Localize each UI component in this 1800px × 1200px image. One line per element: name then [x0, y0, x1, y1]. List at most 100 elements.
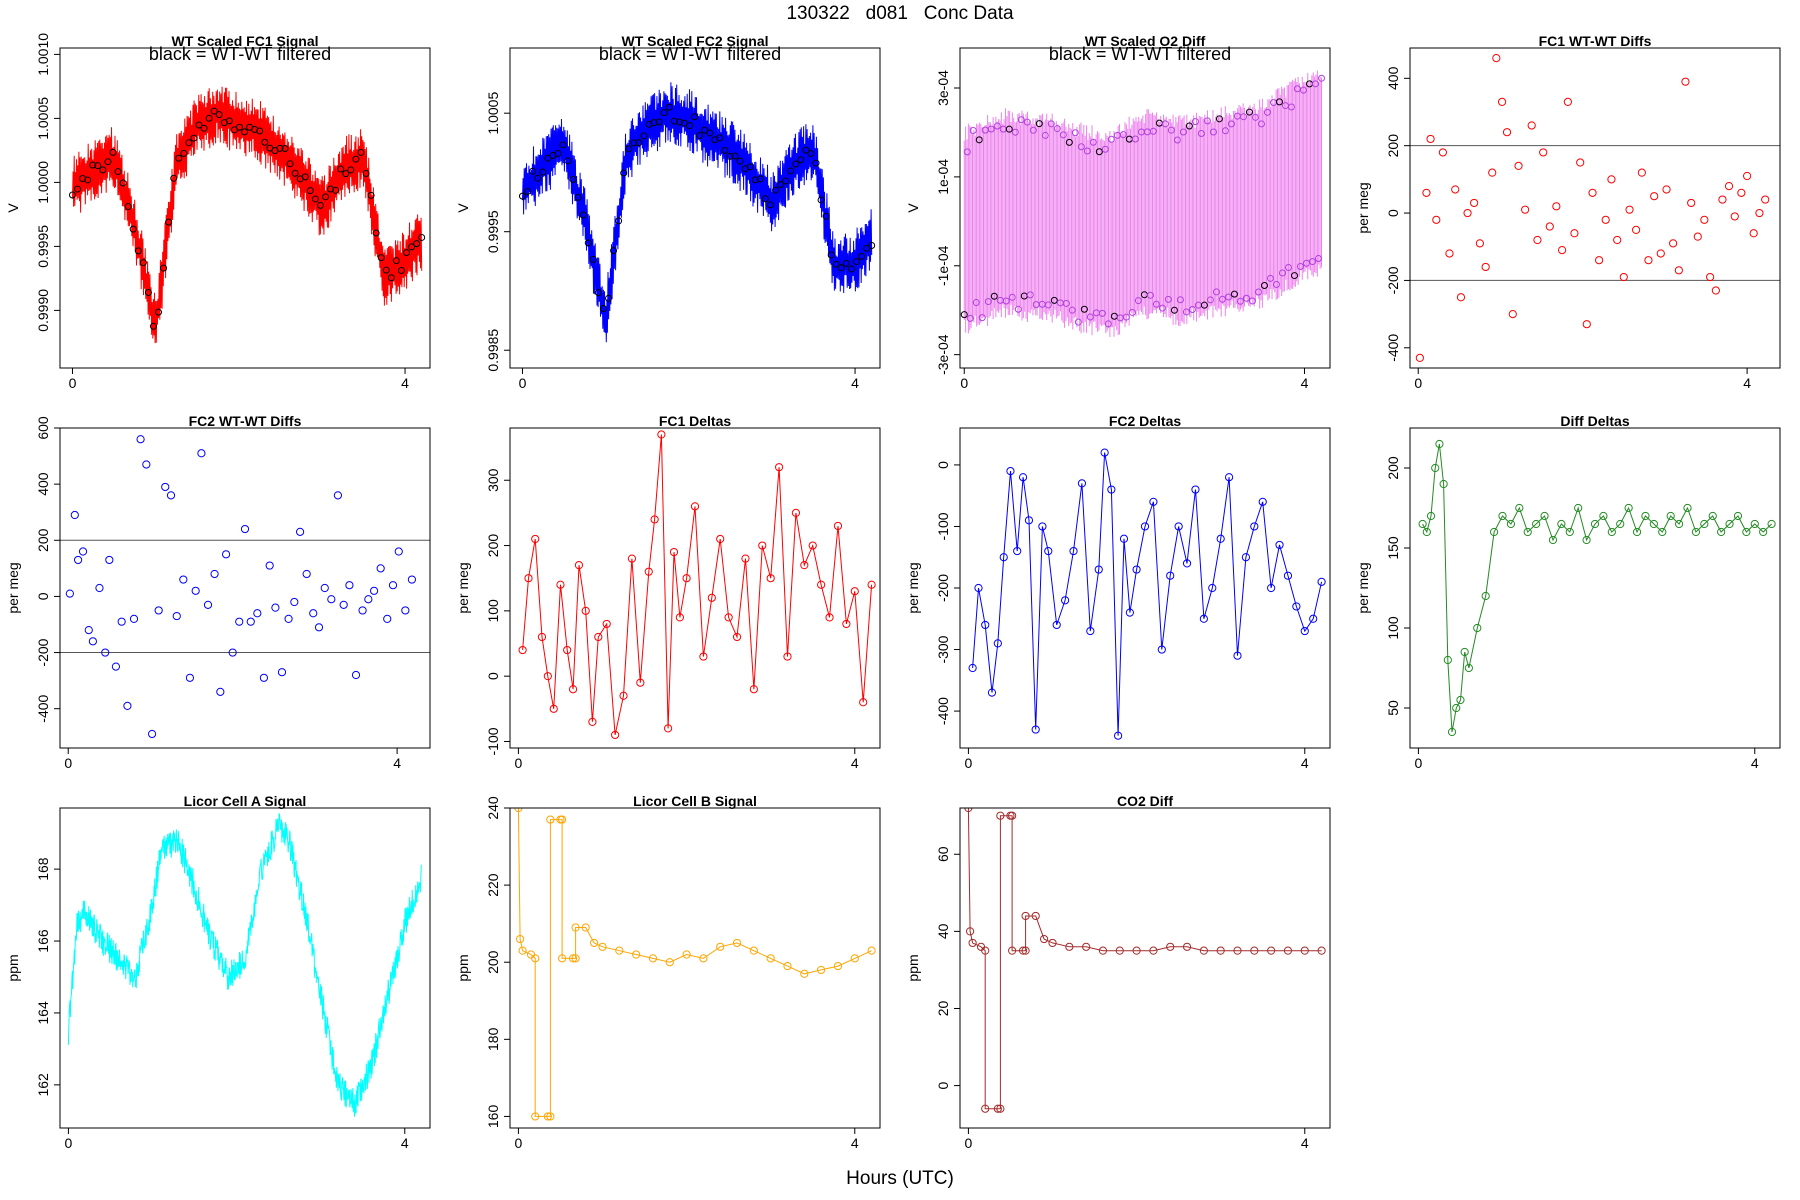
x-tick-label: 0 — [65, 1135, 73, 1151]
y-tick-label: 300 — [485, 468, 501, 492]
data-point — [1475, 239, 1484, 248]
data-point — [1649, 519, 1658, 529]
filtered-point — [691, 113, 699, 121]
chart-svg: Licor Cell A Signal ppm 0 4 162 164 166 168 — [5, 793, 431, 1151]
data-point — [1565, 527, 1574, 537]
chart-svg: FC1 Deltas per meg 0 4 -100 0 100 200 300 — [455, 413, 881, 771]
data-point — [842, 619, 851, 629]
filtered-point — [387, 274, 395, 282]
filtered-point — [413, 240, 421, 248]
data-point — [1185, 122, 1193, 130]
data-point — [1191, 485, 1200, 494]
chart-panel-p10: Licor Cell B Signal ppm 0 4 160 180 200 220 240 — [450, 760, 900, 1151]
data-point — [1755, 208, 1764, 218]
data-point — [1100, 448, 1109, 457]
data-point — [1086, 313, 1094, 321]
data-point — [1023, 118, 1031, 126]
data-point — [1683, 503, 1692, 513]
data-point — [1227, 120, 1235, 128]
data-point — [1570, 229, 1579, 238]
data-point — [394, 547, 403, 556]
data-point — [1029, 126, 1037, 134]
filtered-point — [842, 259, 850, 267]
x-tick-label: 4 — [1743, 375, 1751, 391]
y-tick-label: 1e-04 — [935, 159, 951, 195]
plot-frame — [59, 47, 431, 369]
data-point — [1122, 313, 1130, 321]
data-point — [524, 574, 533, 583]
y-tick-label: 50 — [1385, 700, 1401, 716]
y-tick-label: 1.0005 — [35, 97, 51, 140]
data-point — [1146, 291, 1154, 299]
data-point — [314, 623, 324, 632]
data-point — [1260, 281, 1268, 289]
y-axis-label: ppm — [5, 954, 21, 981]
y-tick-label: -400 — [1385, 334, 1401, 362]
filtered-point — [301, 173, 309, 181]
data-point — [1275, 540, 1284, 550]
data-point — [1540, 511, 1549, 521]
data-point — [1711, 286, 1720, 295]
data-point — [741, 554, 750, 563]
data-point — [644, 567, 653, 576]
y-axis-label: per meg — [5, 562, 21, 613]
data-point — [968, 938, 977, 948]
x-tick-label: 4 — [1301, 375, 1309, 391]
data-point — [1601, 215, 1610, 224]
data-point — [240, 524, 250, 534]
data-point — [766, 954, 775, 963]
data-point — [1094, 565, 1103, 574]
data-point — [1101, 145, 1109, 153]
data-point — [1426, 134, 1435, 144]
filtered-point — [109, 148, 117, 156]
filtered-point — [670, 117, 678, 125]
filtered-point — [165, 218, 173, 226]
data-point — [766, 574, 775, 583]
series-line — [67, 813, 422, 1117]
filtered-point — [241, 128, 249, 136]
x-tick-label: 0 — [515, 1135, 523, 1151]
filtered-point — [589, 255, 597, 263]
data-point — [1250, 946, 1259, 955]
filtered-point — [337, 165, 345, 173]
series-line — [1422, 443, 1772, 733]
filtered-point — [827, 251, 835, 259]
data-point — [1182, 308, 1190, 316]
data-point — [1044, 301, 1052, 309]
data-point — [556, 580, 565, 589]
data-point — [1706, 272, 1715, 282]
y-tick-label: 1.0010 — [35, 33, 51, 76]
data-point — [699, 954, 708, 963]
data-point — [1128, 308, 1136, 316]
filtered-point — [635, 139, 643, 147]
plot-frame — [509, 427, 881, 749]
y-tick-label: 0.9985 — [485, 329, 501, 372]
filtered-point — [726, 152, 734, 160]
data-point — [1582, 320, 1591, 329]
series-line — [522, 82, 873, 343]
data-point — [1053, 125, 1061, 133]
x-tick-label: 0 — [519, 375, 527, 391]
filtered-point — [291, 169, 299, 177]
data-point — [1314, 255, 1322, 263]
data-point — [1083, 147, 1091, 155]
data-point — [1119, 534, 1129, 543]
data-point — [1492, 54, 1501, 63]
data-point — [111, 662, 121, 671]
data-point — [589, 938, 599, 948]
filtered-point — [311, 195, 319, 203]
data-point — [648, 954, 658, 963]
data-point — [568, 685, 578, 694]
data-point — [996, 811, 1005, 820]
data-point — [800, 969, 809, 978]
filtered-point — [559, 141, 567, 149]
data-point — [558, 954, 567, 963]
data-point — [1047, 120, 1055, 128]
y-tick-label: 168 — [35, 857, 51, 881]
plot-area — [1410, 54, 1780, 362]
y-tick-label: 400 — [1385, 66, 1401, 90]
data-point — [1212, 288, 1220, 296]
data-point — [1050, 296, 1058, 304]
chart-note: black = WT-WT filtered — [149, 44, 331, 64]
